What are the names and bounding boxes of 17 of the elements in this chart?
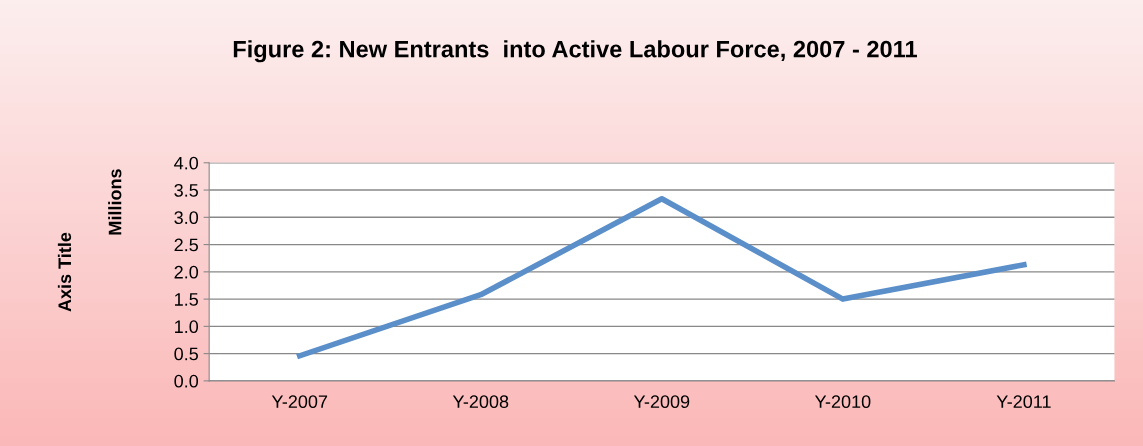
y-tick-label: 3.5 [174, 183, 198, 197]
y-tick-label: 1.5 [175, 293, 198, 306]
y-tick-label: 3.0 [174, 211, 199, 225]
y-axis-title: Millions [108, 169, 122, 235]
y-tick-label: 2.5 [174, 238, 198, 252]
text: Axis Title [57, 232, 72, 312]
y-tick-label: 4.0 [174, 156, 199, 170]
x-tick-label: Y-2009 [633, 395, 690, 409]
y-tick-label: 1.0 [175, 320, 199, 334]
x-tick-label: Y-2010 [814, 395, 871, 409]
x-tick-label: Y-2007 [271, 395, 328, 409]
x-tick-label: Y-2011 [996, 395, 1051, 409]
y-tick-label: 0.0 [174, 374, 199, 388]
y-tick-label: 2.0 [174, 265, 199, 279]
chart-title: Figure 2: New Entrants into Active Labour Force, 2007 - 2011 [233, 40, 917, 63]
x-tick-label: Y-2008 [452, 395, 509, 409]
y-tick-label: 0.5 [174, 347, 198, 361]
